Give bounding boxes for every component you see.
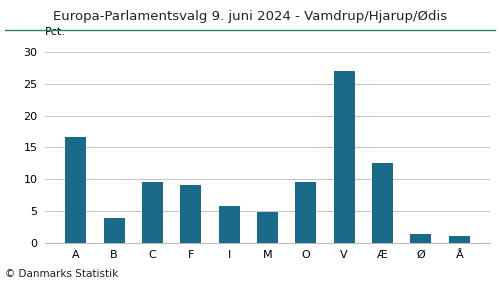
Bar (104, 218, 124, 243)
Text: Europa-Parlamentsvalg 9. juni 2024 - Vamdrup/Hjarup/Ødis: Europa-Parlamentsvalg 9. juni 2024 - Vam… (53, 10, 447, 23)
Bar (65, 136, 86, 243)
Bar (410, 234, 432, 243)
Text: Pct.: Pct. (45, 27, 66, 38)
Text: © Danmarks Statistik: © Danmarks Statistik (5, 269, 118, 279)
Bar (142, 182, 163, 243)
Bar (257, 212, 278, 243)
Bar (334, 71, 354, 243)
Bar (448, 236, 470, 243)
Bar (180, 185, 202, 243)
Bar (218, 206, 240, 243)
Bar (372, 163, 393, 243)
Bar (296, 182, 316, 243)
